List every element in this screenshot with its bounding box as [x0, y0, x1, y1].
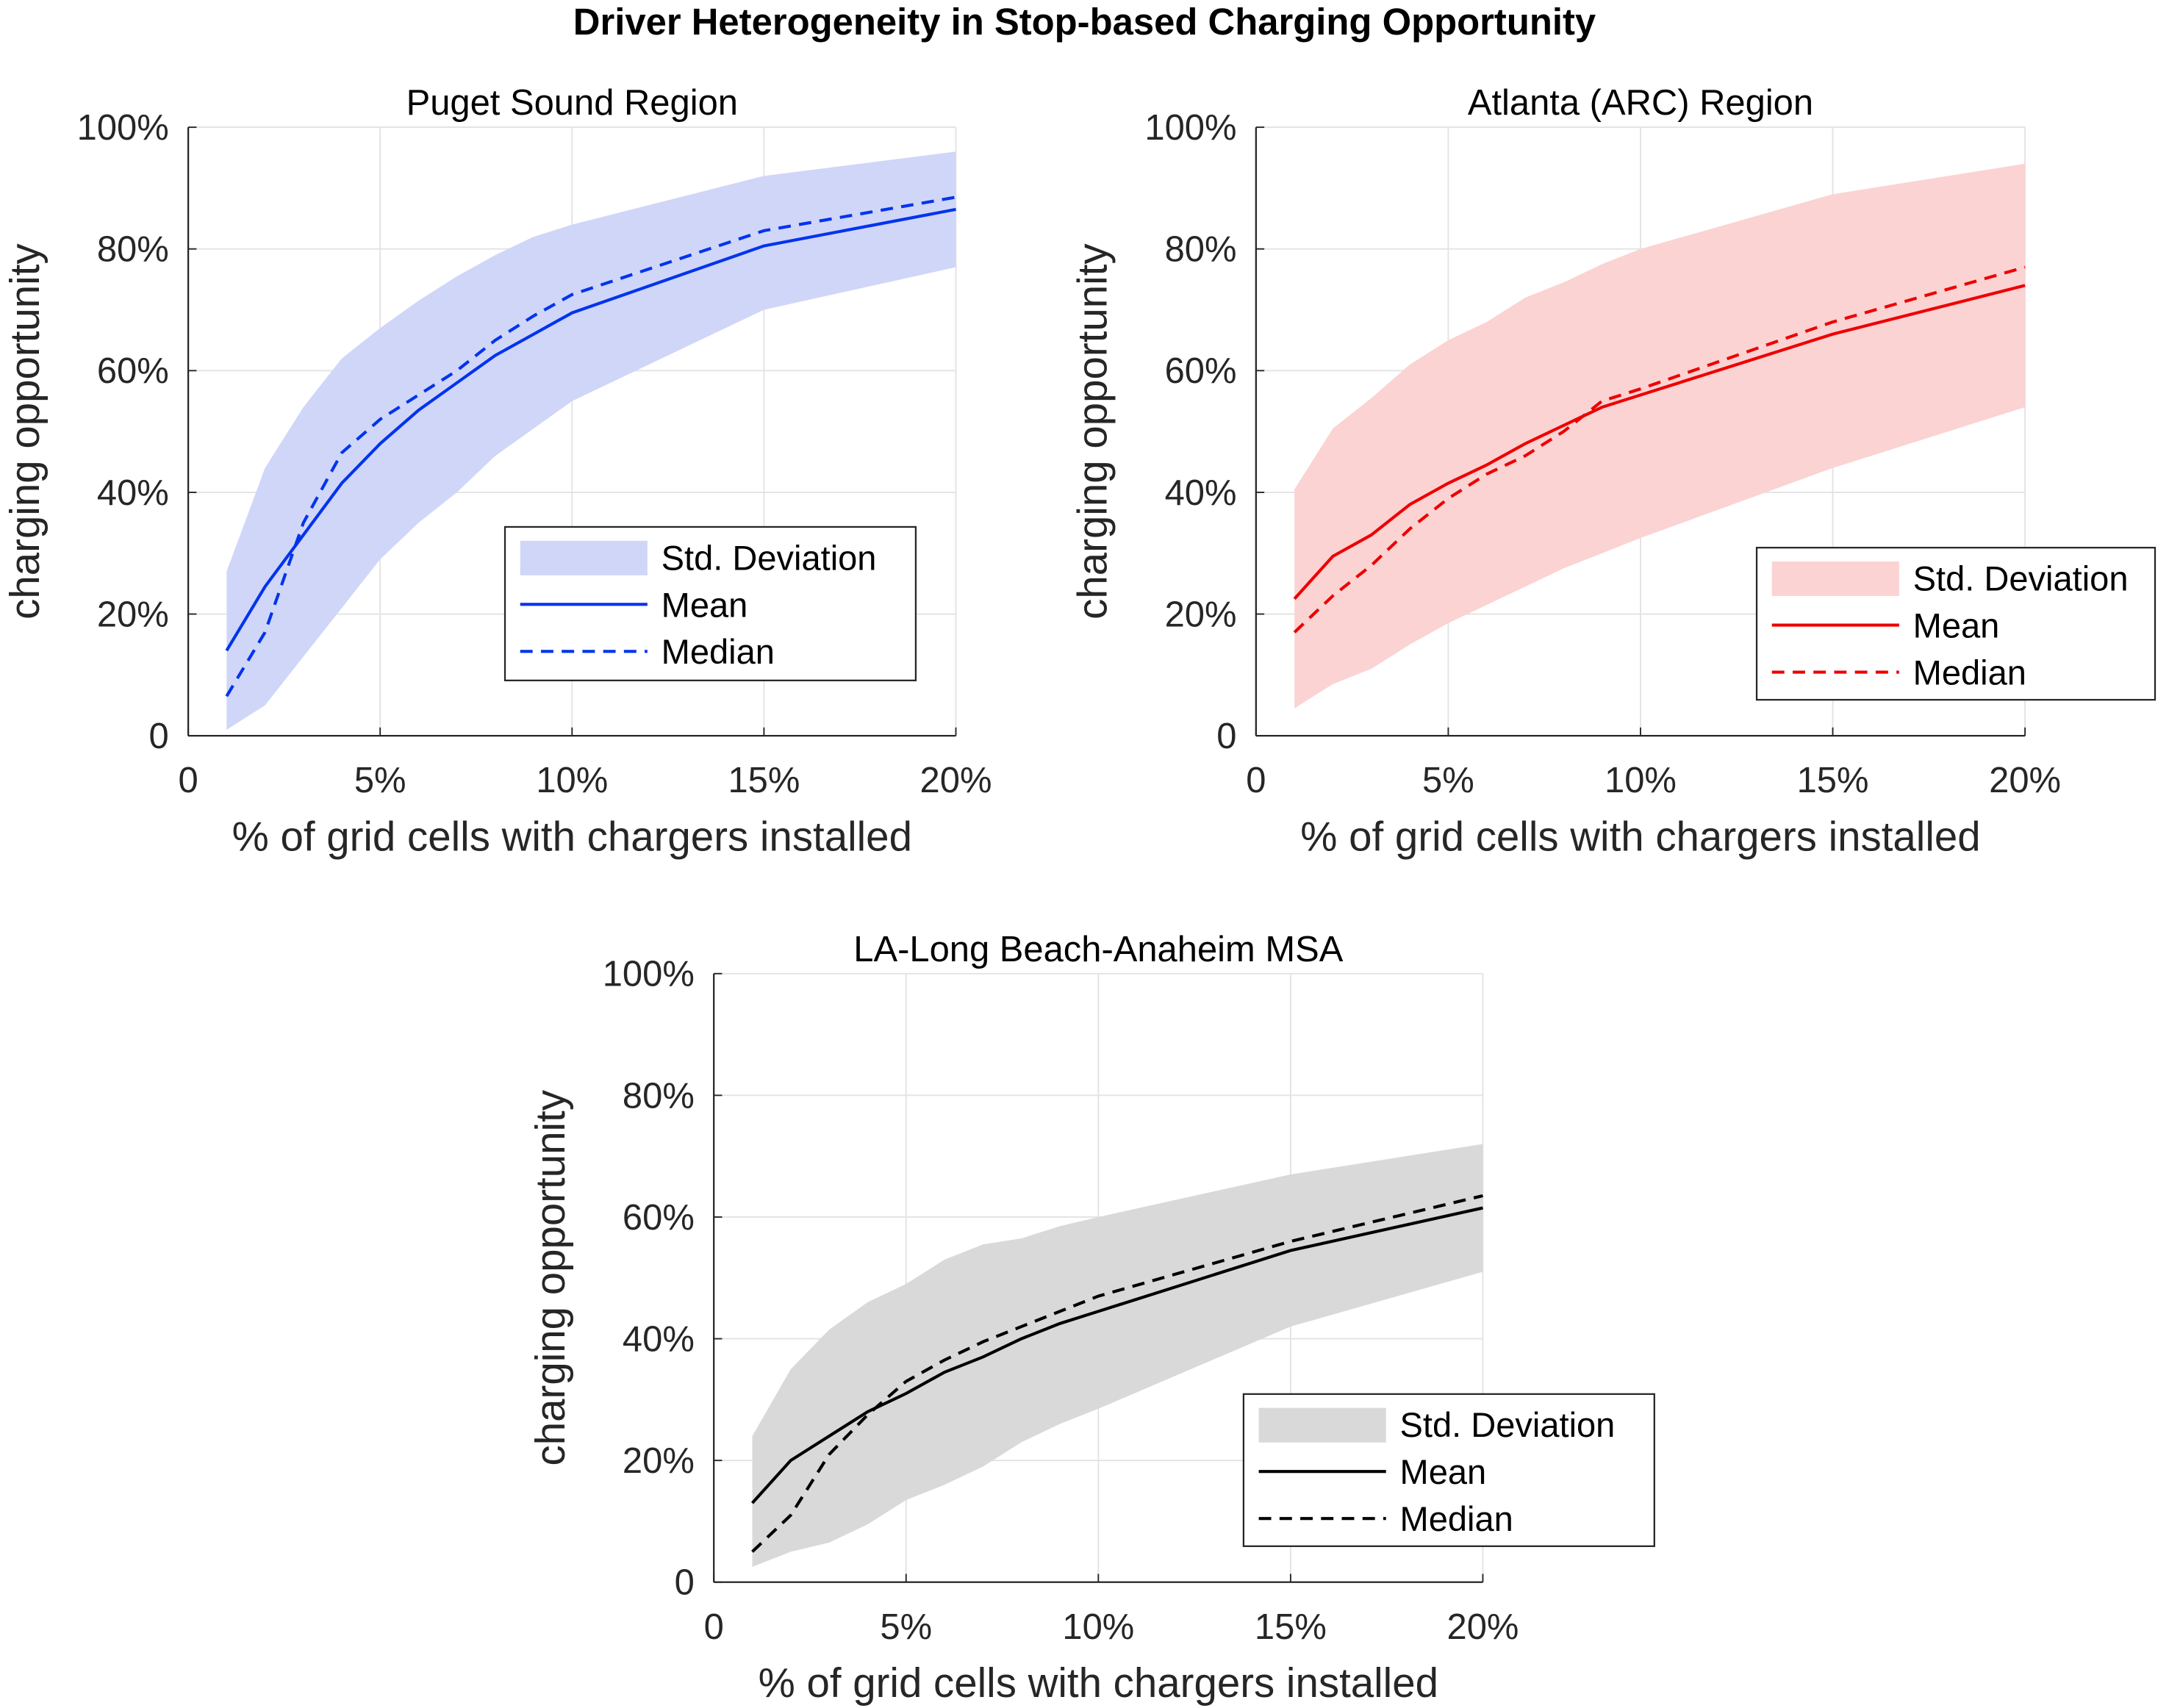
median-line — [1293, 265, 2026, 634]
chart-title: Atlanta (ARC) Region — [1468, 83, 1813, 123]
x-axis-label: % of grid cells with chargers installed — [759, 1659, 1438, 1706]
y-tick-label: 40% — [623, 1320, 695, 1360]
legend-label: Std. Deviation — [1913, 559, 2129, 598]
x-tick-label: 10% — [1062, 1607, 1134, 1647]
x-tick-label: 5% — [354, 761, 406, 800]
chart-panel-3: 0 5% 10% 15% 20% 0 20% 40% 60% 80% 100% LA-Long Bea… — [527, 930, 1655, 1706]
y-tick-label: 40% — [97, 473, 169, 513]
legend-label: Median — [662, 632, 775, 671]
y-tick-label: 0 — [149, 717, 169, 756]
x-axis-label: % of grid cells with chargers installed — [1300, 813, 1980, 859]
legend-label: Median — [1913, 653, 2026, 692]
y-tick-label: 20% — [623, 1441, 695, 1481]
y-tick-label: 0 — [1216, 717, 1236, 756]
median-line — [751, 1194, 1483, 1553]
y-tick-label: 100% — [77, 108, 169, 148]
x-tick-label: 10% — [536, 761, 608, 800]
x-tick-label: 5% — [1422, 761, 1474, 800]
legend: Std. Deviation Mean Median — [1755, 547, 2157, 701]
chart-title: LA-Long Beach-Anaheim MSA — [853, 930, 1343, 969]
x-tick-label: 0 — [704, 1607, 724, 1647]
y-tick-label: 100% — [1144, 108, 1236, 148]
y-tick-label: 20% — [1165, 595, 1237, 634]
mean-line — [750, 1206, 1483, 1504]
legend-swatch-std-deviation — [1771, 561, 1899, 597]
legend-label: Std. Deviation — [662, 538, 877, 577]
x-tick-label: 15% — [1255, 1607, 1327, 1647]
y-axis-label: charging opportunity — [527, 1089, 573, 1465]
legend-swatch-std-deviation — [520, 540, 648, 575]
chart-title: Puget Sound Region — [406, 83, 738, 123]
std-deviation-band — [226, 151, 956, 730]
legend-label: Mean — [1913, 606, 2000, 645]
legend-label: Mean — [1400, 1452, 1487, 1491]
y-tick-label: 20% — [97, 595, 169, 634]
chart-panel-1: 0 5% 10% 15% 20% 0 20% 40% 60% 80% 100% Puget Sound… — [1, 83, 992, 859]
y-tick-label: 80% — [97, 230, 169, 270]
y-axis-label: charging opportunity — [1069, 243, 1116, 620]
x-tick-label: 0 — [1246, 761, 1266, 800]
y-tick-label: 0 — [675, 1563, 695, 1603]
y-tick-label: 60% — [1165, 351, 1237, 391]
y-tick-label: 60% — [623, 1198, 695, 1238]
x-tick-label: 15% — [728, 761, 800, 800]
std-deviation-band — [1294, 163, 2026, 708]
x-tick-label: 15% — [1797, 761, 1869, 800]
x-tick-label: 10% — [1605, 761, 1677, 800]
chart-panel-2: 0 5% 10% 15% 20% 0 20% 40% 60% 80% 100% Atlanta (AR… — [1069, 83, 2157, 859]
x-tick-label: 20% — [1989, 761, 2061, 800]
legend-label: Std. Deviation — [1400, 1405, 1616, 1444]
legend-swatch-std-deviation — [1258, 1407, 1386, 1443]
median-line — [225, 195, 956, 697]
y-tick-label: 40% — [1165, 473, 1237, 513]
x-tick-label: 0 — [179, 761, 198, 800]
legend: Std. Deviation Mean Median — [1242, 1393, 1655, 1547]
y-tick-label: 100% — [603, 955, 695, 994]
y-tick-label: 80% — [623, 1076, 695, 1116]
mean-line — [1293, 284, 2026, 600]
figure-title: Driver Heterogeneity in Stop-based Charg… — [573, 1, 1596, 43]
legend-label: Median — [1400, 1499, 1513, 1538]
y-tick-label: 60% — [97, 351, 169, 391]
legend-label: Mean — [662, 585, 748, 624]
x-tick-label: 5% — [880, 1607, 932, 1647]
x-axis-label: % of grid cells with chargers installed — [232, 813, 912, 859]
legend: Std. Deviation Mean Median — [503, 525, 917, 681]
y-tick-label: 80% — [1165, 230, 1237, 270]
x-tick-label: 20% — [1447, 1607, 1519, 1647]
y-axis-label: charging opportunity — [1, 243, 48, 620]
x-tick-label: 20% — [920, 761, 992, 800]
